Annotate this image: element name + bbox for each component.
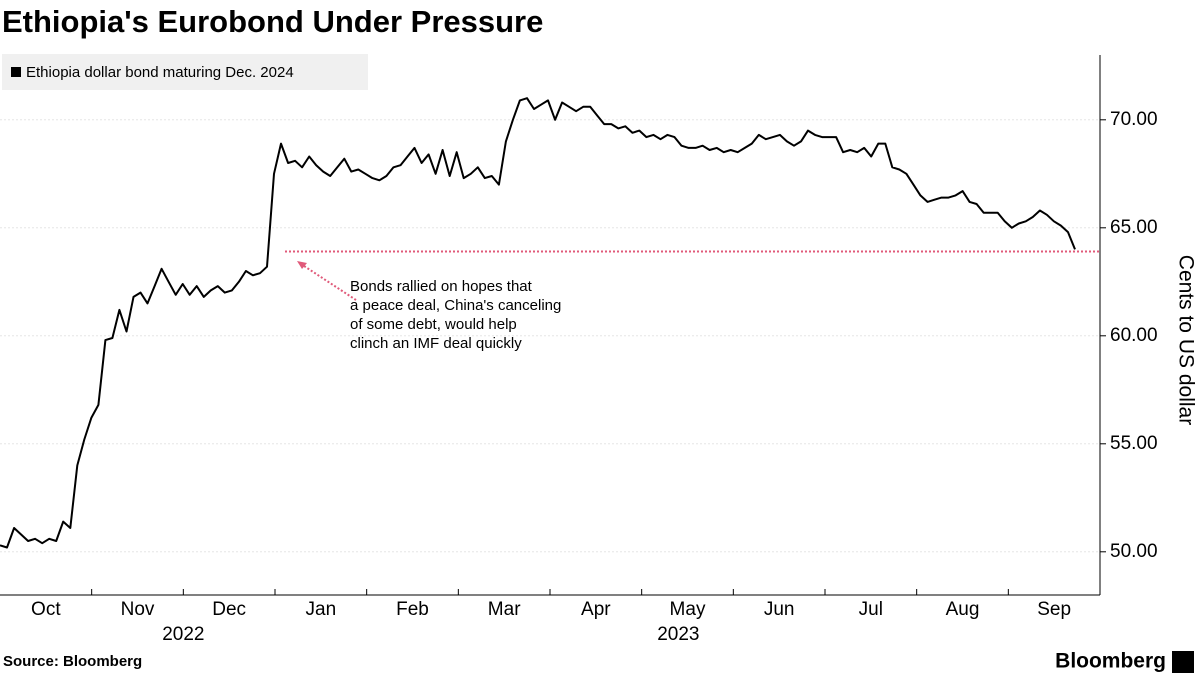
y-tick-label: 70.00 [1110,109,1158,130]
x-tick-label: Apr [581,599,611,620]
x-tick-label: Aug [946,599,980,620]
y-tick-label: 60.00 [1110,325,1158,346]
legend-box [2,54,368,90]
annotation: a peace deal, China's canceling [350,297,561,314]
source: Source: Bloomberg [3,653,142,670]
legend-swatch [11,67,21,77]
x-tick-label: Jan [306,599,337,620]
y-tick-label: 50.00 [1110,541,1158,562]
annotation-arrow [300,263,357,301]
x-tick-label: Mar [488,599,521,620]
x-tick-label: Sep [1037,599,1071,620]
year-label: 2023 [657,624,699,645]
x-tick-label: May [670,599,706,620]
annotation: of some debt, would help [350,316,517,333]
brand: Bloomberg [1055,650,1166,673]
x-tick-label: Jul [859,599,883,620]
chart-title: Ethiopia's Eurobond Under Pressure [2,4,543,39]
x-tick-label: Jun [764,599,795,620]
y-tick-label: 65.00 [1110,217,1158,238]
brand-icon [1172,651,1194,673]
x-tick-label: Nov [121,599,155,620]
x-tick-label: Oct [31,599,61,620]
y-axis-label: Cents to US dollar [1174,255,1197,425]
y-tick-label: 55.00 [1110,433,1158,454]
x-tick-label: Dec [212,599,246,620]
year-label: 2022 [162,624,204,645]
annotation-arrowhead [297,261,307,269]
annotation: Bonds rallied on hopes that [350,278,533,295]
legend-label: Ethiopia dollar bond maturing Dec. 2024 [26,64,294,81]
annotation: clinch an IMF deal quickly [350,335,522,352]
data-line [0,97,1076,549]
x-tick-label: Feb [396,599,429,620]
